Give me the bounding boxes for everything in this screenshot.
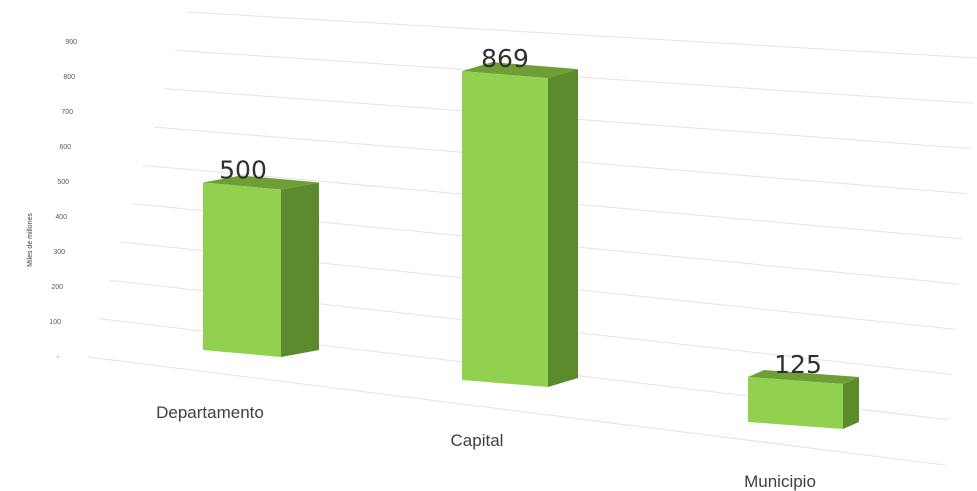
bar-top-face	[203, 175, 319, 190]
y-tick-label: -	[57, 354, 60, 361]
bar	[203, 182, 281, 357]
bar-side-face	[843, 377, 859, 429]
bars	[203, 62, 859, 429]
bar	[462, 71, 548, 388]
y-tick-label: 800	[63, 74, 75, 81]
y-axis-ticks: - 100 200 300 400 500 600 700 800 900	[49, 39, 77, 361]
y-tick-label: 200	[51, 284, 63, 291]
data-label: 500	[219, 156, 267, 185]
bar-top-face	[462, 62, 578, 79]
bar	[748, 377, 843, 429]
data-labels: 500 869 125	[219, 44, 822, 379]
data-label: 125	[774, 350, 822, 379]
gridline	[87, 356, 946, 466]
data-label: 869	[481, 44, 529, 73]
bar-side-face	[548, 69, 578, 388]
y-tick-label: 600	[59, 144, 71, 151]
x-tick-label: Municipio	[744, 472, 816, 491]
y-tick-label: 400	[55, 214, 67, 221]
y-tick-label: 900	[65, 39, 77, 46]
bar-top-face	[748, 370, 859, 384]
x-tick-label: Capital	[451, 431, 504, 450]
gridline	[185, 11, 977, 59]
y-tick-label: 500	[57, 179, 69, 186]
y-tick-label: 300	[53, 249, 65, 256]
y-tick-label: 700	[61, 109, 73, 116]
bar-side-face	[281, 182, 319, 357]
y-axis-label: Miles de millones	[27, 213, 34, 267]
category-labels: Departamento Capital Municipio	[156, 403, 816, 491]
y-tick-label: 100	[49, 319, 61, 326]
x-tick-label: Departamento	[156, 403, 264, 422]
